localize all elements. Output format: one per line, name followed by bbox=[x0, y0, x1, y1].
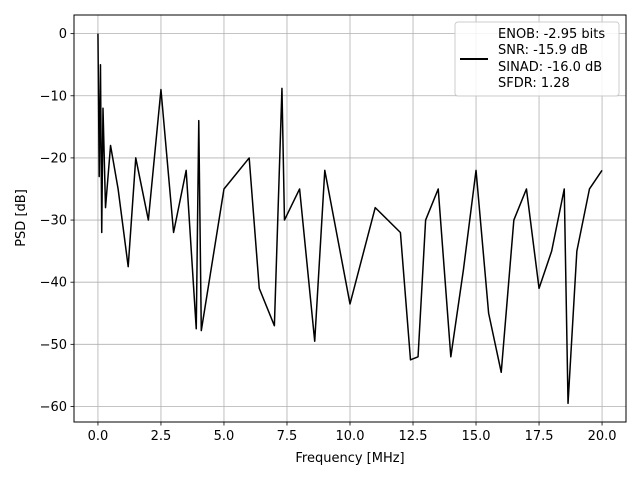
y-tick-label: −30 bbox=[40, 214, 67, 229]
x-axis-label: Frequency [MHz] bbox=[295, 451, 404, 466]
y-tick-label: 0 bbox=[59, 27, 67, 42]
y-tick-label: −20 bbox=[40, 151, 67, 166]
x-tick-label: 7.5 bbox=[277, 429, 298, 444]
x-tick-label: 2.5 bbox=[151, 429, 172, 444]
x-axis-ticks: 0.0 2.5 5.0 7.5 10.0 12.5 15.0 17.5 20.0 bbox=[88, 422, 617, 444]
x-tick-label: 0.0 bbox=[88, 429, 109, 444]
legend-line-3: SINAD: -16.0 dB bbox=[498, 60, 602, 75]
series-group bbox=[97, 33, 603, 405]
y-tick-label: −50 bbox=[40, 338, 67, 353]
y-tick-label: −60 bbox=[40, 400, 67, 415]
x-tick-label: 10.0 bbox=[336, 429, 365, 444]
legend-line-4: SFDR: 1.28 bbox=[498, 76, 570, 91]
legend-box bbox=[454, 21, 620, 97]
x-tick-label: 20.0 bbox=[588, 429, 617, 444]
y-axis-label: PSD [dB] bbox=[14, 189, 29, 247]
y-axis-ticks: 0 −10 −20 −30 −40 −50 −60 bbox=[40, 27, 74, 415]
legend-line-1: ENOB: -2.95 bits bbox=[498, 27, 605, 42]
psd-series-line bbox=[97, 33, 603, 405]
legend-line-2: SNR: -15.9 dB bbox=[498, 43, 588, 58]
x-tick-label: 12.5 bbox=[399, 429, 428, 444]
y-tick-label: −40 bbox=[40, 276, 67, 291]
x-tick-label: 5.0 bbox=[214, 429, 235, 444]
x-tick-label: 17.5 bbox=[525, 429, 554, 444]
y-tick-label: −10 bbox=[40, 89, 67, 104]
legend: ENOB: -2.95 bits SNR: -15.9 dB SINAD: -1… bbox=[454, 21, 620, 97]
x-tick-label: 15.0 bbox=[462, 429, 491, 444]
